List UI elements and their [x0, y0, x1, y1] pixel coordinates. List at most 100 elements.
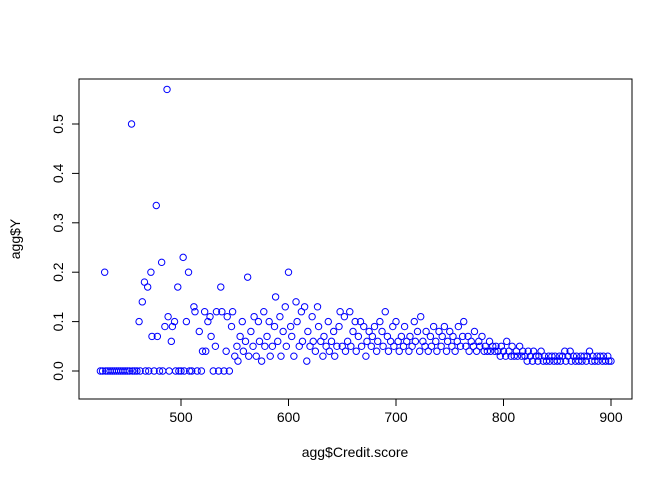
data-point: [236, 332, 244, 341]
data-point: [284, 268, 293, 276]
y-axis: 0.0 0.1 0.2 0.3 0.4 0.5: [50, 114, 80, 381]
data-point: [363, 337, 371, 346]
data-point: [96, 367, 105, 375]
data-point: [265, 317, 273, 326]
data-point: [195, 327, 203, 336]
data-point: [185, 367, 194, 375]
data-point: [238, 317, 246, 326]
data-point: [503, 337, 511, 346]
y-tick-label: 0.2: [50, 262, 66, 282]
data-point: [438, 332, 446, 341]
data-point: [182, 317, 191, 326]
data-point: [292, 298, 300, 306]
data-point: [241, 337, 250, 346]
data-point: [220, 367, 228, 375]
data-point: [243, 273, 252, 281]
data-point: [392, 317, 400, 326]
data-point: [153, 332, 162, 341]
data-point: [290, 352, 298, 360]
data-point: [245, 352, 253, 360]
data-point: [442, 347, 451, 355]
data-point: [379, 342, 387, 350]
data-point: [164, 312, 172, 321]
data-point: [406, 332, 414, 341]
x-axis-title: agg$Credit.score: [302, 444, 409, 460]
data-point: [204, 317, 212, 326]
data-point: [555, 352, 564, 360]
data-point: [489, 342, 497, 350]
data-point: [483, 347, 492, 355]
data-point: [184, 268, 193, 276]
data-point: [360, 322, 368, 331]
data-point: [451, 347, 459, 355]
data-point: [492, 342, 500, 350]
data-point: [197, 367, 206, 375]
data-point: [263, 332, 271, 341]
y-tick-label: 0.4: [50, 163, 66, 183]
y-tick-label: 0.5: [50, 114, 66, 134]
data-point: [298, 337, 307, 346]
data-point: [508, 342, 516, 350]
data-point: [458, 332, 467, 341]
data-point: [465, 347, 473, 355]
data-point: [349, 327, 357, 336]
data-point: [135, 317, 143, 326]
data-point: [198, 347, 207, 355]
data-point: [128, 367, 137, 375]
data-point: [546, 357, 554, 365]
data-point: [470, 327, 479, 336]
x-axis: 500 600 700 800 900: [169, 398, 623, 425]
data-point: [311, 347, 320, 355]
data-point: [534, 357, 542, 365]
data-point: [499, 347, 508, 355]
data-point: [449, 332, 457, 341]
data-point: [433, 347, 441, 355]
y-tick-label: 0.1: [50, 312, 66, 332]
data-point: [136, 367, 144, 375]
data-point: [171, 367, 180, 375]
data-point: [601, 357, 610, 365]
data-point: [177, 367, 185, 375]
data-point: [325, 347, 334, 355]
data-point: [279, 327, 287, 336]
data-point: [227, 322, 236, 331]
data-point: [168, 322, 177, 331]
data-point: [519, 347, 527, 355]
data-point: [331, 352, 339, 360]
data-point: [234, 357, 242, 365]
data-point: [274, 337, 282, 346]
data-point: [569, 352, 578, 360]
data-point: [314, 322, 323, 331]
data-point: [582, 357, 590, 365]
data-point: [254, 317, 263, 326]
data-point: [125, 367, 134, 375]
data-point: [223, 312, 231, 321]
data-point: [335, 322, 343, 331]
data-point: [583, 352, 592, 360]
data-point: [357, 342, 366, 350]
data-point: [250, 312, 258, 321]
data-point: [367, 342, 375, 350]
data-point: [180, 367, 188, 375]
data-point: [257, 357, 266, 365]
data-point: [175, 367, 183, 375]
data-point: [591, 357, 599, 365]
data-point: [422, 327, 430, 336]
data-point: [200, 308, 209, 316]
data-point: [454, 322, 463, 331]
data-point: [145, 367, 153, 375]
data-point: [228, 308, 237, 316]
data-point: [152, 201, 160, 210]
data-point: [324, 317, 332, 326]
data-point: [165, 367, 173, 375]
data-point: [252, 352, 260, 360]
data-point: [535, 352, 543, 360]
data-point: [596, 352, 604, 360]
data-point: [374, 337, 382, 346]
data-point: [553, 357, 561, 365]
data-point: [138, 298, 147, 306]
data-point: [300, 303, 309, 311]
data-point: [567, 357, 575, 365]
data-point: [260, 308, 268, 316]
data-points: [96, 85, 615, 375]
